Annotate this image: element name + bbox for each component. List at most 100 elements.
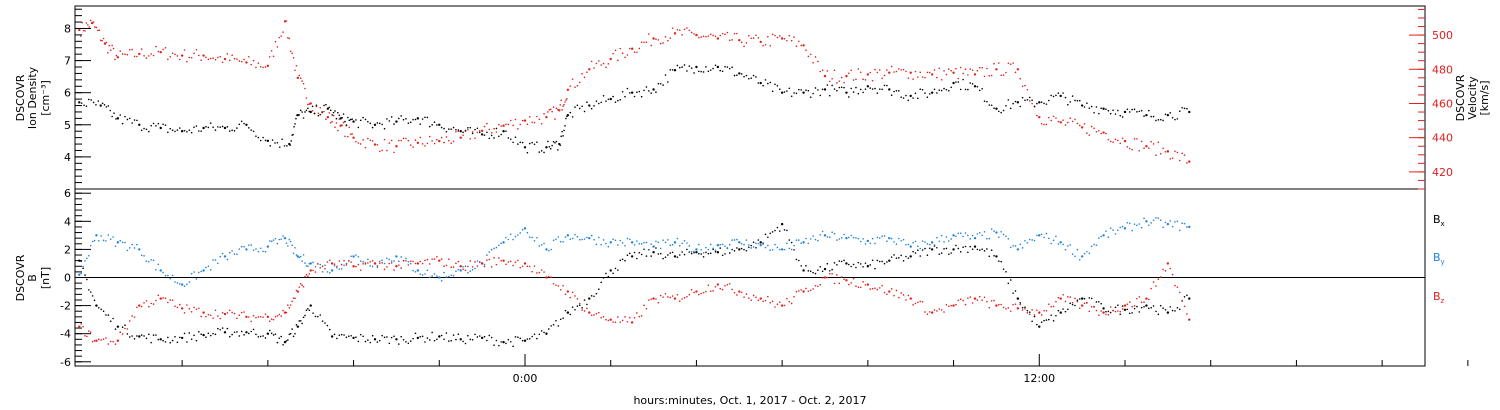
density-sample (683, 64, 686, 66)
bx-sample (828, 269, 831, 272)
velocity-sample (624, 56, 626, 59)
density-sample (476, 127, 479, 130)
density-sample (640, 95, 643, 98)
velocity-point (888, 71, 891, 74)
bx-sample (852, 263, 855, 266)
bx-sample (728, 252, 731, 254)
velocity-sample (993, 62, 995, 65)
by-point (909, 245, 912, 248)
by-sample (700, 249, 702, 251)
bx-sample (212, 332, 214, 335)
bx-sample (636, 257, 638, 260)
bz-sample (381, 262, 383, 264)
by-sample (393, 260, 395, 262)
density-sample (876, 92, 879, 94)
bx-point (352, 336, 355, 340)
by-point (780, 248, 784, 251)
density-sample (928, 93, 931, 95)
bz-sample (294, 297, 296, 300)
bx-sample (928, 247, 931, 250)
bx-sample (326, 324, 329, 327)
by-sample (464, 265, 467, 268)
density-sample (890, 94, 893, 97)
density-sample (848, 96, 850, 98)
bz-sample (788, 300, 791, 303)
velocity-sample (1183, 154, 1186, 156)
density-sample (921, 88, 924, 91)
by-sample (1138, 223, 1141, 225)
bz-sample (209, 314, 212, 316)
bx-sample (809, 270, 812, 272)
density-point (952, 81, 955, 85)
by-point (866, 239, 870, 243)
velocity-point (266, 64, 270, 68)
density-sample (386, 118, 388, 120)
by-sample (731, 239, 733, 241)
density-sample (148, 130, 150, 133)
by-sample (431, 275, 433, 277)
bz-sample (574, 295, 576, 297)
by-sample (690, 251, 693, 253)
density-sample (814, 87, 817, 89)
density-sample (1057, 92, 1060, 94)
density-sample (686, 70, 688, 72)
bx-sample (162, 339, 164, 342)
bx-sample (233, 331, 236, 334)
by-point (116, 241, 120, 244)
density-sample (259, 139, 262, 142)
density-sample (311, 105, 314, 108)
bx-sample (428, 339, 431, 341)
by-sample (1043, 236, 1045, 239)
bz-sample (859, 286, 862, 289)
velocity-sample (728, 39, 731, 42)
by-sample (778, 248, 781, 251)
bx-sample (278, 337, 281, 340)
velocity-point (395, 145, 398, 148)
bz-sample (126, 328, 129, 330)
by-sample (259, 247, 262, 250)
bz-sample (102, 338, 105, 340)
velocity-sample (990, 74, 993, 77)
bx-sample (833, 262, 836, 264)
bx-point (952, 248, 955, 251)
bz-sample (1086, 302, 1088, 304)
velocity-sample (714, 35, 717, 38)
density-sample (334, 110, 336, 112)
by-sample (390, 260, 393, 262)
bx-sample (486, 339, 488, 342)
density-sample (452, 126, 455, 129)
density-sample (1121, 116, 1124, 118)
bz-sample (255, 316, 257, 319)
by-sample (693, 250, 695, 253)
by-sample (243, 245, 245, 248)
density-sample (836, 89, 838, 92)
bz-point (438, 259, 441, 262)
density-sample (978, 89, 981, 92)
bz-sample (959, 298, 962, 301)
velocity-sample (412, 146, 414, 148)
by-sample (998, 236, 1000, 238)
bz-sample (1155, 285, 1157, 287)
bx-sample (1028, 311, 1031, 313)
by-sample (874, 242, 876, 245)
density-sample (1031, 99, 1033, 101)
by-sample (1174, 221, 1176, 223)
bz-sample (881, 284, 883, 287)
density-sample (1131, 108, 1133, 111)
by-sample (1171, 225, 1174, 228)
by-sample (471, 268, 474, 271)
bz-point (566, 290, 570, 293)
velocity-sample (478, 130, 481, 132)
bz-sample (917, 301, 919, 304)
density-sample (176, 129, 179, 131)
bz-sample (528, 265, 531, 268)
by-sample (264, 250, 267, 253)
by-sample (112, 236, 114, 238)
bz-sample (586, 307, 588, 310)
density-sample (140, 129, 143, 132)
by-sample (745, 239, 748, 241)
bz-sample (248, 316, 250, 318)
bx-sample (926, 254, 929, 256)
density-sample (362, 116, 364, 119)
bz-sample (648, 299, 650, 301)
